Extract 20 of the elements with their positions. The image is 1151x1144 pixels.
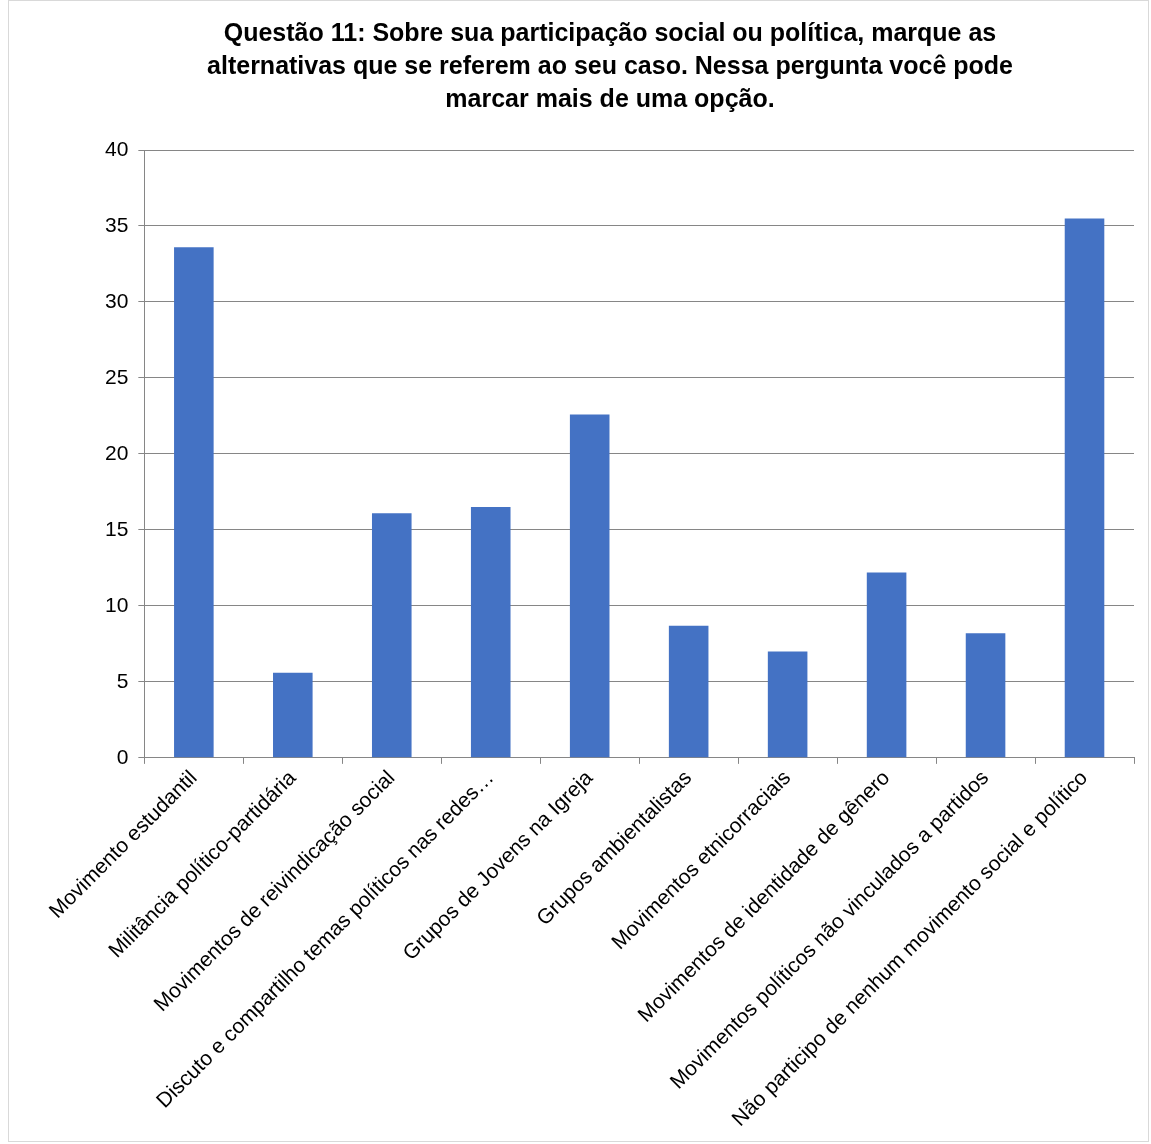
bar <box>767 651 808 758</box>
y-tick-label: 10 <box>105 592 129 616</box>
y-tick-label: 0 <box>116 744 129 768</box>
y-tick-label: 35 <box>105 212 129 236</box>
bar <box>668 625 709 758</box>
y-tick-label: 40 <box>105 136 129 160</box>
bar <box>866 572 907 758</box>
bar <box>174 247 214 758</box>
bar <box>1064 218 1105 758</box>
y-tick-label: 20 <box>105 440 129 464</box>
y-tick-label: 15 <box>105 516 129 540</box>
y-tick-label: 5 <box>116 668 129 692</box>
bar <box>569 414 610 758</box>
bar <box>965 633 1006 758</box>
y-tick-label: 25 <box>105 364 129 388</box>
y-tick-label: 30 <box>105 288 129 312</box>
bar <box>470 507 511 758</box>
bar <box>371 513 412 758</box>
chart-title: Questão 11: Sobre sua participação social ou política, marque as alternativas que se referem ao seu caso. Nessa pergunta você pode marcar mais de uma opção. <box>206 17 1014 114</box>
bar <box>273 672 313 758</box>
